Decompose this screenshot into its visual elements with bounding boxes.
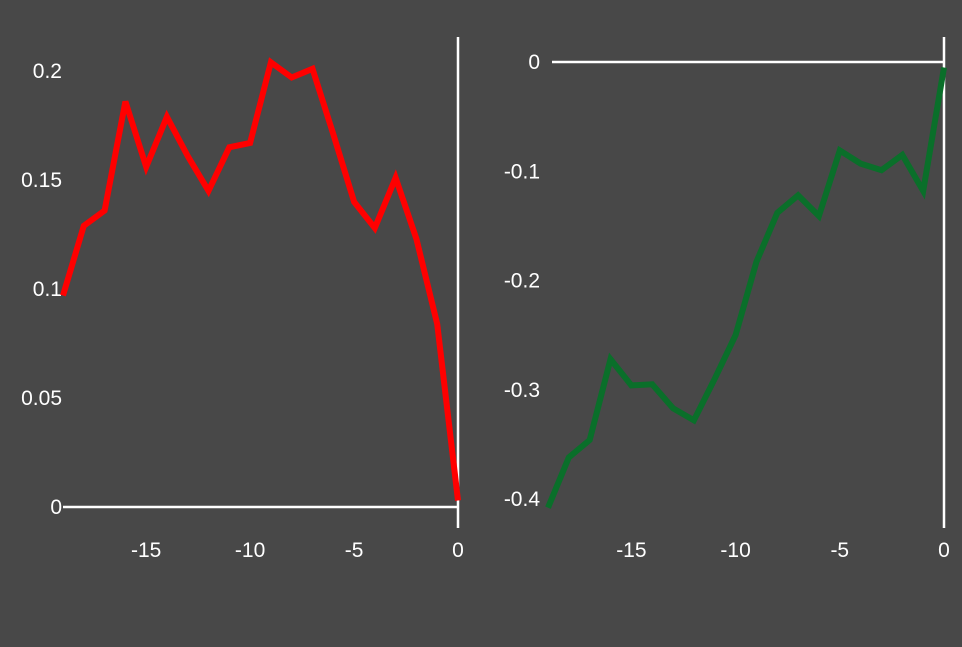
x-tick-label: -15: [131, 539, 161, 562]
x-tick-label: 0: [938, 539, 950, 562]
y-tick-label: -0.3: [504, 379, 540, 402]
series-line: [60, 57, 461, 501]
x-tick-label: -10: [720, 539, 750, 562]
x-tick-label: -10: [235, 539, 265, 562]
y-tick-label: 0.05: [21, 387, 62, 410]
y-tick-label: 0: [528, 51, 540, 74]
y-tick-label: 0: [50, 496, 62, 519]
y-tick-label: 0.15: [21, 169, 62, 192]
y-tick-label: 0.1: [33, 278, 62, 301]
x-tick-label: -5: [345, 539, 364, 562]
y-tick-label: -0.2: [504, 270, 540, 293]
series-line: [545, 67, 947, 509]
chart-panel-right: 0 -0.1 -0.2 -0.3 -0.4 -15 -10 -5 0: [504, 37, 950, 562]
chart-panel-left: 0 0.05 0.1 0.15 0.2 -15 -10 -5 0: [21, 37, 464, 562]
y-tick-label: 0.2: [33, 60, 62, 83]
y-tick-label: -0.4: [504, 488, 541, 511]
y-tick-label: -0.1: [504, 160, 540, 183]
x-tick-label: 0: [452, 539, 464, 562]
x-tick-label: -5: [830, 539, 849, 562]
x-tick-label: -15: [616, 539, 646, 562]
